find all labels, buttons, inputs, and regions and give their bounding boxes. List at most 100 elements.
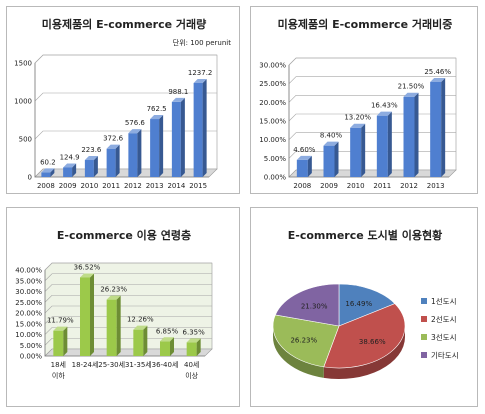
bar-side (387, 111, 392, 177)
y-tick-label: 35.00% (15, 277, 42, 285)
x-tick-label: 2010 (80, 182, 98, 190)
x-tick-label: 40세 (184, 360, 199, 369)
x-tick-label: 2012 (400, 182, 418, 190)
volume-chart-panel: 미용제품의 E-commerce 거래량 단위: 100 perunit 0 50… (6, 6, 240, 194)
bar-top (186, 338, 201, 343)
bar (128, 133, 138, 177)
y-tick-label: 0 (28, 174, 32, 182)
bar-side (441, 77, 446, 177)
data-label: 25.46% (424, 68, 451, 76)
pie-slice-label: 16.49% (345, 300, 372, 308)
y-tick-label: 25.00% (259, 80, 286, 88)
bar-side (361, 123, 366, 177)
bar-side (93, 156, 98, 177)
age-chart: E-commerce 이용 연령층 0.00% 5.00% 10.00% 15.00%… (15, 228, 213, 380)
y-tick-label: 40.00% (15, 267, 42, 275)
gridline (34, 54, 217, 64)
bar (106, 148, 116, 177)
data-label: 16.43% (371, 102, 398, 110)
bar (193, 82, 203, 177)
city-chart-panel: E-commerce 도시별 이용현황 16.49% 38.66% 26.23% 21… (250, 207, 478, 407)
bar (160, 341, 170, 356)
bar-top (296, 155, 312, 160)
bar-side (307, 155, 312, 177)
x-tick-label: 2012 (124, 182, 142, 190)
legend-swatch (421, 352, 427, 358)
bar-side (116, 295, 121, 356)
bar-side (143, 325, 148, 356)
y-tick-label: 20.00% (15, 310, 42, 318)
y-tick-label: 10.00% (15, 331, 42, 339)
bar-side (334, 141, 339, 177)
data-label: 26.23% (100, 286, 127, 294)
pie-slice (323, 303, 406, 369)
x-tick-label: 25-30세 (98, 360, 125, 369)
bar-top (128, 129, 142, 134)
bar (41, 172, 51, 177)
y-tick-label: 1500 (14, 60, 32, 68)
bar (171, 101, 181, 177)
data-label: 60.2 (40, 158, 56, 166)
bar-side (72, 163, 77, 177)
bar (350, 127, 362, 177)
city-chart: E-commerce 도시별 이용현황 16.49% 38.66% 26.23% 21… (272, 228, 459, 379)
city-chart-title: E-commerce 도시별 이용현황 (288, 228, 442, 242)
y-tick-label: 5.00% (20, 342, 43, 350)
bar-top (63, 163, 77, 168)
bar-top (403, 92, 419, 97)
y-tick-label: 10.00% (259, 136, 286, 144)
gridline (44, 294, 212, 303)
bar (323, 145, 335, 177)
gridline (44, 262, 212, 271)
bar-top (376, 111, 392, 116)
pie-slice (338, 283, 396, 327)
bar-side (196, 338, 201, 356)
gridline (288, 95, 456, 103)
bar-side (202, 78, 207, 177)
x-tick-label: 이하 (52, 371, 65, 380)
data-label: 21.50% (398, 83, 425, 91)
data-label: 372.6 (103, 135, 124, 143)
plot-wall (44, 262, 213, 357)
y-tick-label: 5.00% (264, 155, 287, 163)
bar (133, 329, 144, 356)
pie-slice-side (323, 326, 405, 379)
bar (63, 167, 73, 177)
age-chart-panel: E-commerce 이용 연령층 0.00% 5.00% 10.00% 15.00%… (6, 207, 240, 407)
pie-slice-label: 21.30% (301, 302, 328, 310)
bar (80, 277, 90, 356)
bar-side (115, 144, 120, 177)
data-label: 4.60% (293, 146, 316, 154)
data-label: 576.6 (125, 119, 146, 127)
legend-swatch (421, 334, 427, 340)
bar (296, 159, 308, 177)
bar-top (150, 115, 164, 120)
bar-top (133, 325, 148, 330)
pie-slice (272, 314, 340, 368)
gridline (44, 316, 212, 324)
volume-chart: 미용제품의 E-commerce 거래량 단위: 100 perunit 0 50… (14, 17, 231, 190)
bar-top (41, 168, 55, 173)
x-tick-label: 18세 (51, 360, 66, 369)
data-label: 988.1 (168, 88, 188, 96)
pie-slice-side (273, 326, 324, 378)
legend-swatch (421, 298, 427, 304)
bar-side (159, 115, 164, 177)
y-tick-label: 0.00% (264, 174, 287, 182)
y-tick-label: 0.00% (20, 353, 43, 361)
y-tick-label: 15.00% (259, 118, 286, 126)
share-chart-panel: 미용제품의 E-commerce 거래비중 0.00% 5.00% 10.00% 15… (250, 6, 478, 194)
bar-top (171, 97, 185, 102)
bar-top (106, 144, 120, 149)
x-tick-label: 36-40세 (152, 360, 179, 369)
pie-slice-label: 26.23% (290, 336, 317, 344)
data-label: 762.5 (147, 105, 167, 113)
y-tick-label: 30.00% (259, 62, 286, 70)
bar (376, 115, 388, 177)
bar-top (53, 326, 68, 331)
plot-floor (34, 168, 218, 178)
x-tick-label: 이상 (185, 371, 198, 380)
x-tick-label: 2010 (347, 182, 365, 190)
x-tick-label: 2009 (320, 182, 338, 190)
pie-slice-label: 38.66% (359, 338, 386, 346)
